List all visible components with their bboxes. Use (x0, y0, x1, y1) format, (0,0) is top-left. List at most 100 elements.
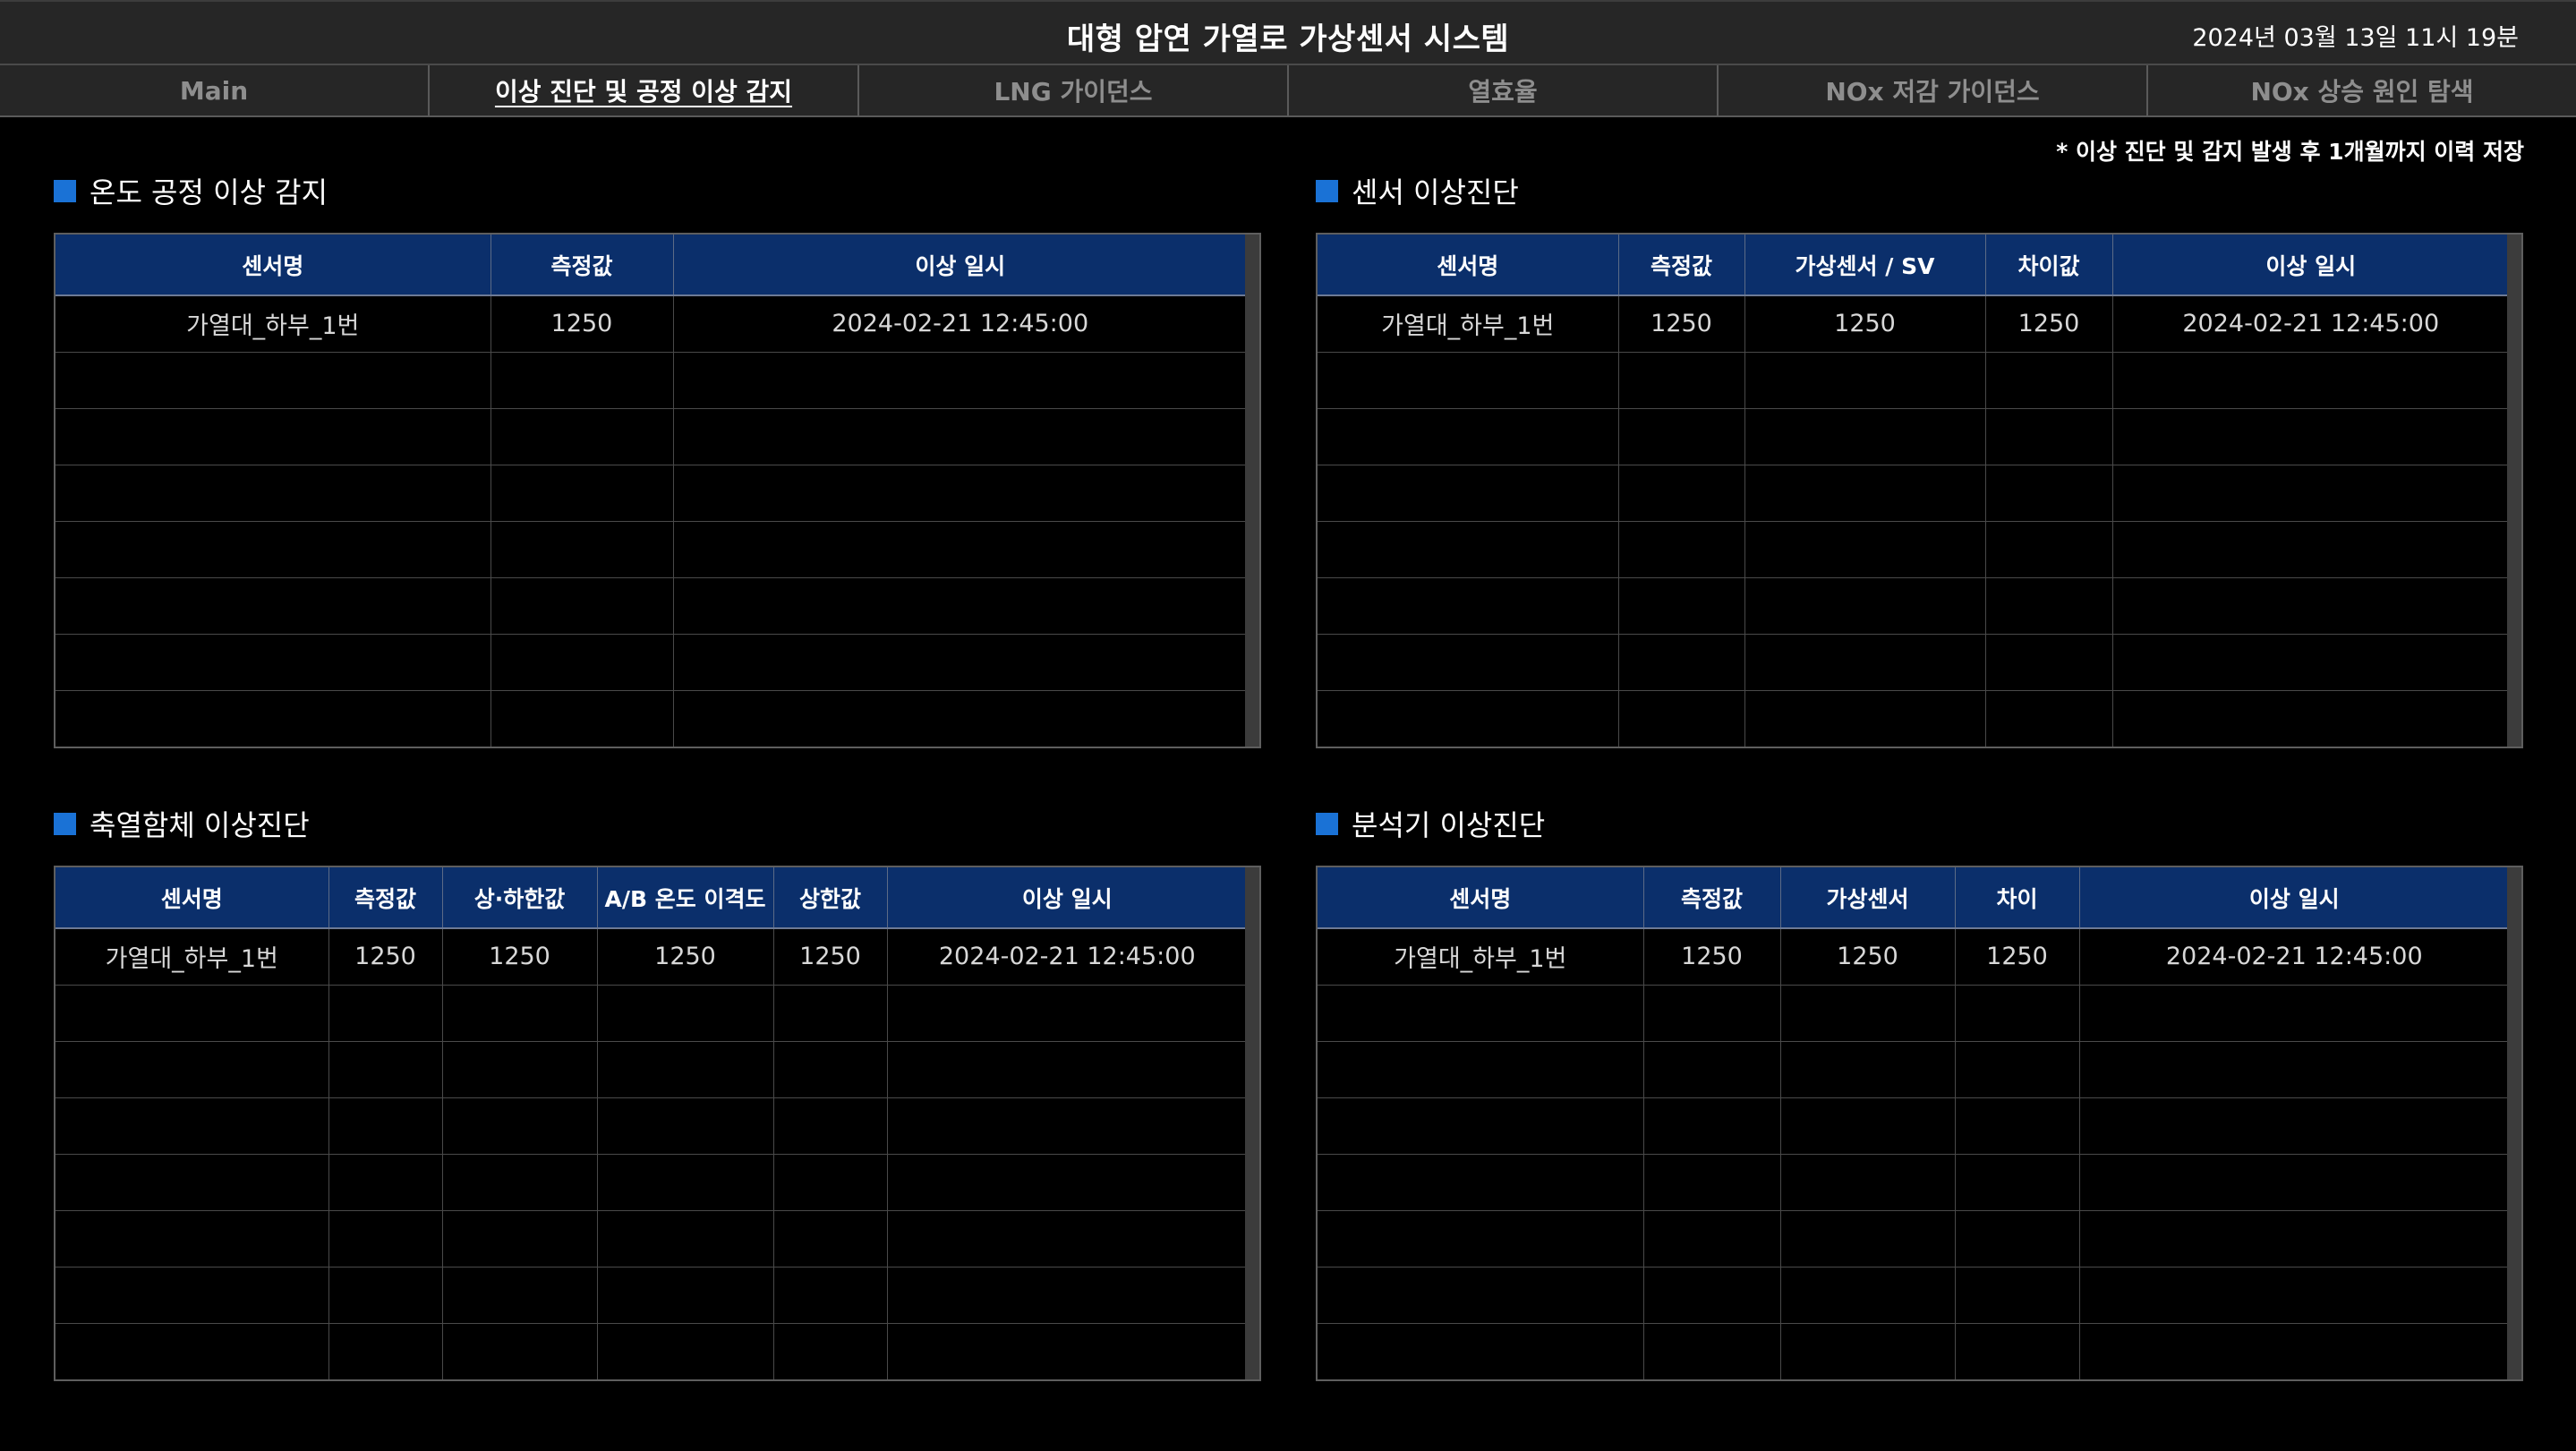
table-row[interactable]: 가열대_하부_1번 1250 1250 1250 2024-02-21 12:45:00 (1318, 928, 2509, 986)
table-cell (597, 1154, 774, 1211)
table-cell (773, 1323, 888, 1379)
table-cell (1318, 985, 1644, 1042)
analyzer-diagnosis-table-container: 센서명 측정값 가상센서 차이 이상 일시 가열대_하부_1번 1250 1250 1250 20… (1316, 866, 2523, 1381)
table-row (55, 985, 1247, 1042)
table-row[interactable]: 가열대_하부_1번 1250 1250 1250 2024-02-21 12:45:00 (1318, 295, 2509, 353)
table-cell (597, 985, 774, 1042)
column-header[interactable]: 센서명 (1318, 235, 1619, 296)
table-row (1318, 690, 2509, 747)
column-header[interactable]: 이상 일시 (2079, 867, 2509, 929)
column-header[interactable]: 센서명 (55, 235, 491, 296)
app-title: 대형 압연 가열로 가상센서 시스템 (1066, 21, 1510, 57)
table-cell (2079, 1041, 2509, 1098)
table-cell (328, 1154, 443, 1211)
column-header[interactable]: 측정값 (328, 867, 443, 929)
table-cell: 1250 (1985, 295, 2113, 353)
column-header[interactable]: 측정값 (1643, 867, 1781, 929)
table-cell (55, 634, 491, 691)
table-cell (55, 1323, 329, 1379)
scrollbar[interactable] (1245, 867, 1259, 1379)
column-header[interactable]: 이상 일시 (2112, 235, 2509, 296)
table-cell (1744, 521, 1986, 578)
table-row[interactable]: 가열대_하부_1번 1250 2024-02-21 12:45:00 (55, 295, 1247, 353)
scrollbar[interactable] (2507, 235, 2521, 747)
table-cell (490, 352, 674, 409)
table-cell (490, 577, 674, 635)
regenerator-diagnosis-panel: 축열함체 이상진단 센서명 측정값 상·하한값 A/B 온도 이격도 상한값 이상 일시 가… (54, 806, 1261, 1381)
table-cell: 1250 (442, 928, 598, 986)
table-cell (1318, 690, 1619, 747)
table-cell (1318, 1267, 1644, 1324)
table-cell: 1250 (1780, 928, 1956, 986)
table-cell (1955, 1097, 2080, 1155)
table-cell (1618, 634, 1745, 691)
table-cell (55, 1041, 329, 1098)
table-cell (328, 1041, 443, 1098)
table-cell: 2024-02-21 12:45:00 (2112, 295, 2509, 353)
table-cell (328, 1210, 443, 1267)
table-cell (2079, 985, 2509, 1042)
scrollbar[interactable] (1245, 235, 1259, 747)
regenerator-diagnosis-table: 센서명 측정값 상·하한값 A/B 온도 이격도 상한값 이상 일시 가열대_하부_1번 12… (55, 867, 1247, 1379)
column-header[interactable]: 가상센서 (1780, 867, 1956, 929)
table-cell: 1250 (1955, 928, 2080, 986)
tab-bar: Main 이상 진단 및 공정 이상 감지 LNG 가이던스 열효율 NOx 저… (0, 65, 2576, 117)
column-header[interactable]: 차이값 (1985, 235, 2113, 296)
table-cell: 1250 (597, 928, 774, 986)
sensor-diagnosis-table: 센서명 측정값 가상센서 / SV 차이값 이상 일시 가열대_하부_1번 1250 1250… (1318, 235, 2509, 747)
temp-anomaly-table: 센서명 측정값 이상 일시 가열대_하부_1번 1250 2024-02-21 12:45… (55, 235, 1247, 747)
table-cell (673, 465, 1247, 522)
table-row (55, 1323, 1247, 1379)
table-cell (55, 1267, 329, 1324)
section-marker-icon (1316, 812, 1338, 835)
tab-nox-reduction-guidance[interactable]: NOx 저감 가이던스 (1719, 65, 2148, 115)
table-row (1318, 577, 2509, 635)
table-cell (1643, 1154, 1781, 1211)
tab-anomaly-diagnosis[interactable]: 이상 진단 및 공정 이상 감지 (430, 65, 859, 115)
table-cell (55, 521, 491, 578)
column-header[interactable]: 가상센서 / SV (1744, 235, 1986, 296)
table-cell (673, 408, 1247, 465)
table-cell (1780, 1267, 1956, 1324)
column-header[interactable]: 이상 일시 (673, 235, 1247, 296)
table-cell (490, 465, 674, 522)
tab-main[interactable]: Main (0, 65, 430, 115)
table-cell (1318, 634, 1619, 691)
table-cell: 2024-02-21 12:45:00 (673, 295, 1247, 353)
column-header[interactable]: 센서명 (55, 867, 329, 929)
table-cell: 가열대_하부_1번 (1318, 928, 1644, 986)
column-header[interactable]: 상·하한값 (442, 867, 598, 929)
column-header[interactable]: 상한값 (773, 867, 888, 929)
table-cell (1744, 352, 1986, 409)
table-cell (1744, 690, 1986, 747)
table-cell: 1250 (328, 928, 443, 986)
table-cell (1618, 690, 1745, 747)
table-row (1318, 408, 2509, 465)
table-row[interactable]: 가열대_하부_1번 1250 1250 1250 1250 2024-02-21 12:4… (55, 928, 1247, 986)
regenerator-diagnosis-table-container: 센서명 측정값 상·하한값 A/B 온도 이격도 상한값 이상 일시 가열대_하부_1번 12… (54, 866, 1261, 1381)
table-cell: 2024-02-21 12:45:00 (2079, 928, 2509, 986)
tab-lng-guidance[interactable]: LNG 가이던스 (859, 65, 1289, 115)
tab-thermal-efficiency[interactable]: 열효율 (1289, 65, 1719, 115)
table-cell (1318, 1210, 1644, 1267)
table-cell (55, 408, 491, 465)
table-cell (597, 1323, 774, 1379)
table-cell (1643, 985, 1781, 1042)
temp-anomaly-table-container: 센서명 측정값 이상 일시 가열대_하부_1번 1250 2024-02-21 12:45… (54, 233, 1261, 748)
table-cell (773, 1041, 888, 1098)
table-cell (2112, 465, 2509, 522)
table-cell (1318, 408, 1619, 465)
tab-nox-cause-search[interactable]: NOx 상승 원인 탐색 (2250, 77, 2474, 107)
column-header[interactable]: 이상 일시 (887, 867, 1247, 929)
column-header[interactable]: 차이 (1955, 867, 2080, 929)
table-cell (1618, 521, 1745, 578)
column-header[interactable]: A/B 온도 이격도 (597, 867, 774, 929)
column-header[interactable]: 센서명 (1318, 867, 1644, 929)
table-cell (1985, 465, 2113, 522)
column-header[interactable]: 측정값 (490, 235, 674, 296)
column-header[interactable]: 측정값 (1618, 235, 1745, 296)
scrollbar[interactable] (2507, 867, 2521, 1379)
table-cell (490, 690, 674, 747)
table-row (55, 352, 1247, 409)
section-marker-icon (54, 179, 76, 202)
